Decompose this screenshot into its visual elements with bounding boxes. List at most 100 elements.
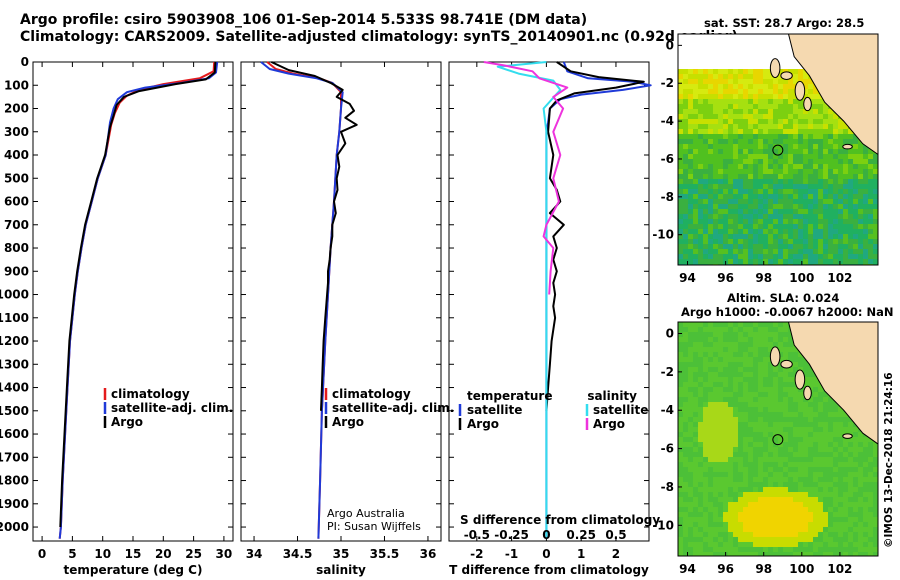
map2-title: Altim. SLA: 0.024 [727, 291, 840, 305]
lat-tick-label: -8 [661, 190, 674, 204]
map1-title: sat. SST: 28.7 Argo: 28.5 [704, 16, 865, 30]
map2-subtitle: Argo h1000: -0.0067 h2000: NaN [681, 305, 894, 319]
legend-title: temperature [467, 389, 552, 403]
x-tick-label: 34 [246, 547, 263, 561]
secondary-tick-label: -0.5 [464, 528, 490, 542]
depth-tick-label: 600 [4, 195, 29, 209]
x-tick-label: 2 [612, 547, 620, 561]
legend-label: climatology [332, 387, 411, 401]
title-line-1: Argo profile: csiro 5903908_106 01-Sep-2… [20, 12, 588, 28]
series-argo [270, 61, 358, 411]
lat-tick-label: -4 [661, 403, 674, 417]
series-argo [59, 61, 217, 528]
lat-tick-label: -10 [652, 518, 674, 532]
depth-tick-label: 200 [4, 102, 29, 116]
lon-tick-label: 96 [717, 271, 734, 285]
profile-panel-1: 0100200300400500600700800900100011001200… [0, 55, 234, 577]
credit-text: PI: Susan Wijffels [327, 520, 421, 533]
profile-panel-3: -2 -1 0 1 2 T difference from climatology temp… [448, 61, 660, 577]
legend-label: satellite [467, 403, 522, 417]
secondary-axis-label: S difference from climatology [460, 513, 660, 527]
secondary-tick-label: 0.25 [566, 528, 596, 542]
island [842, 433, 853, 439]
island [794, 80, 806, 101]
depth-tick-label: 400 [4, 148, 29, 162]
x-tick-label: 35.5 [370, 547, 400, 561]
x-tick-label: 10 [94, 547, 111, 561]
island [769, 58, 781, 79]
series-sal_argo [483, 61, 569, 295]
x-axis-label: temperature (deg C) [64, 563, 203, 577]
x-tick-label: 30 [216, 547, 233, 561]
legend-label: satellite-adj. clim. [332, 401, 454, 415]
depth-tick-label: 1600 [0, 427, 29, 441]
series-climatology [266, 61, 342, 539]
lon-tick-label: 98 [755, 562, 772, 576]
lon-tick-label: 102 [827, 562, 852, 576]
island [803, 96, 812, 112]
credit-text: Argo Australia [327, 507, 405, 520]
x-axis-label: T difference from climatology [449, 563, 649, 577]
land-sumatra [787, 322, 878, 445]
depth-tick-label: 1300 [0, 357, 29, 371]
x-tick-label: 25 [185, 547, 202, 561]
depth-tick-label: 1100 [0, 311, 29, 325]
lon-tick-label: 96 [717, 562, 734, 576]
lat-tick-label: 0 [666, 38, 674, 52]
depth-tick-label: 800 [4, 241, 29, 255]
island [794, 369, 806, 390]
secondary-tick-label: -0.25 [494, 528, 529, 542]
depth-tick-label: 1400 [0, 381, 29, 395]
lat-tick-label: -4 [661, 114, 674, 128]
profile-panel-2: 34 34.5 35 35.5 36 salinity climatologysatelli… [240, 61, 454, 577]
x-tick-label: 0 [542, 547, 550, 561]
legend-label: satellite-adj. clim. [111, 401, 233, 415]
series-sal_satellite [496, 61, 562, 539]
lon-tick-label: 94 [679, 271, 696, 285]
series-climatology [58, 61, 216, 539]
series-satellite [260, 61, 344, 539]
legend-label: Argo [593, 417, 625, 431]
depth-tick-label: 1200 [0, 334, 29, 348]
x-tick-label: -2 [470, 547, 483, 561]
series-argo [545, 61, 645, 411]
depth-tick-label: 900 [4, 264, 29, 278]
x-tick-label: 34.5 [283, 547, 313, 561]
title-line-2: Climatology: CARS2009. Satellite-adjuste… [20, 29, 738, 45]
legend-title: salinity [587, 389, 637, 403]
legend-label: Argo [111, 415, 143, 429]
depth-tick-label: 1700 [0, 450, 29, 464]
island [780, 71, 793, 80]
lat-tick-label: -2 [661, 76, 674, 90]
legend-label: satellite [593, 403, 648, 417]
legend-label: Argo [467, 417, 499, 431]
lon-tick-label: 100 [789, 562, 814, 576]
lat-tick-label: 0 [666, 327, 674, 341]
depth-tick-label: 0 [21, 55, 29, 69]
x-tick-label: 1 [577, 547, 585, 561]
map-panel-1: 94 96 98 100 102 0 -2 -4 -6 -8 -10 [652, 33, 879, 285]
island [769, 346, 781, 367]
map-frame [677, 321, 879, 557]
argo-location-marker [772, 434, 784, 446]
x-tick-label: 5 [68, 547, 76, 561]
lat-tick-label: -10 [652, 228, 674, 242]
depth-tick-label: 1800 [0, 474, 29, 488]
x-tick-label: 20 [155, 547, 172, 561]
x-tick-label: 0 [38, 547, 46, 561]
depth-tick-label: 100 [4, 78, 29, 92]
x-tick-label: -1 [505, 547, 518, 561]
map-field [678, 322, 878, 556]
legend-label: climatology [111, 387, 190, 401]
series-satellite [545, 61, 652, 539]
x-tick-label: 35 [333, 547, 350, 561]
legend-label: Argo [332, 415, 364, 429]
panel-frame [448, 61, 650, 542]
argo-location-marker [772, 144, 784, 156]
depth-tick-label: 2000 [0, 520, 29, 534]
land-sumatra [787, 34, 878, 156]
map-panel-2: 94 96 98 100 102 0 -2 -4 -6 -8 -10 [652, 321, 879, 576]
lat-tick-label: -6 [661, 442, 674, 456]
map-field [678, 34, 878, 265]
depth-tick-label: 1500 [0, 404, 29, 418]
